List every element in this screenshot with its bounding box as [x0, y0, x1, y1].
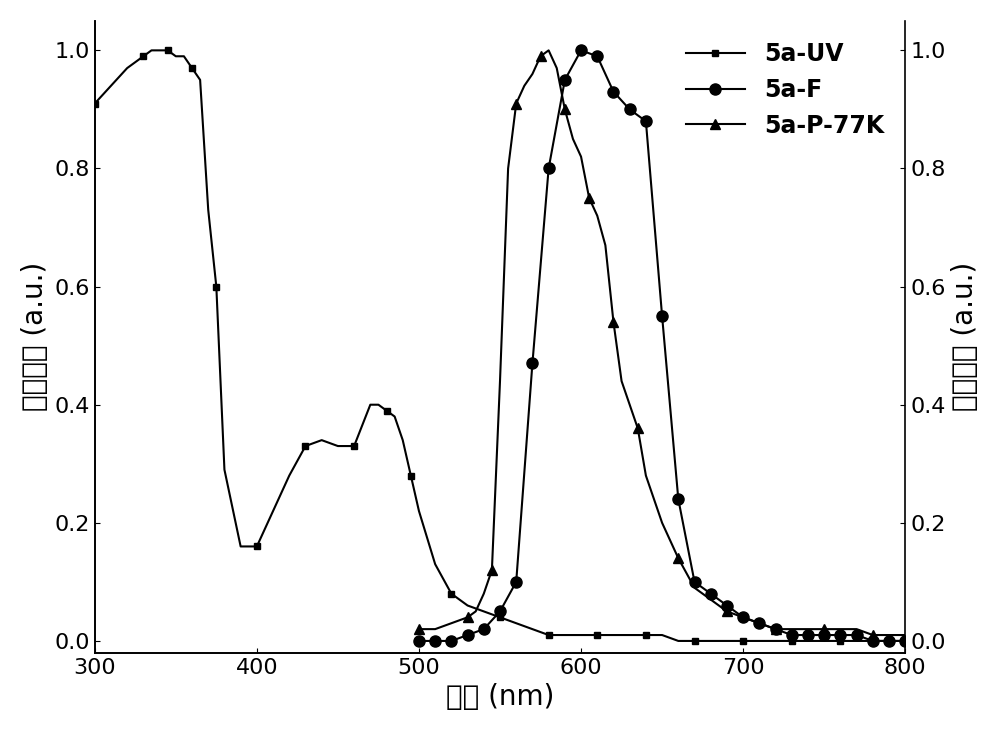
5a-F — [770, 624, 782, 633]
5a-F — [429, 637, 441, 646]
Line: 5a-F: 5a-F — [413, 45, 911, 646]
5a-P-77K — [551, 64, 563, 72]
5a-P-77K — [591, 212, 603, 220]
5a-F — [494, 607, 506, 616]
5a-P-77K — [575, 152, 587, 161]
Line: 5a-P-77K: 5a-P-77K — [414, 45, 910, 640]
5a-F — [818, 631, 830, 640]
5a-P-77K — [502, 164, 514, 173]
5a-UV — [672, 637, 684, 646]
5a-P-77K — [770, 624, 782, 633]
5a-P-77K — [486, 566, 498, 575]
5a-F — [559, 75, 571, 84]
5a-P-77K — [494, 377, 506, 386]
5a-UV — [170, 52, 182, 61]
5a-P-77K — [672, 554, 684, 563]
5a-UV — [656, 631, 668, 640]
5a-F — [656, 312, 668, 321]
5a-F — [591, 52, 603, 61]
5a-P-77K — [478, 589, 490, 598]
5a-F — [575, 46, 587, 55]
5a-F — [689, 578, 701, 586]
5a-P-77K — [624, 400, 636, 409]
5a-F — [721, 601, 733, 610]
5a-P-77K — [535, 52, 547, 61]
5a-UV — [194, 75, 206, 84]
5a-F — [543, 164, 555, 173]
5a-P-77K — [599, 241, 611, 250]
5a-P-77K — [689, 583, 701, 592]
Y-axis label: 吸收强度 (a.u.): 吸收强度 (a.u.) — [21, 262, 49, 411]
5a-P-77K — [616, 377, 628, 386]
5a-F — [640, 117, 652, 126]
5a-F — [607, 87, 619, 96]
5a-F — [413, 637, 425, 646]
5a-P-77K — [510, 99, 522, 108]
5a-F — [478, 624, 490, 633]
5a-F — [883, 637, 895, 646]
5a-P-77K — [753, 619, 765, 627]
5a-F — [526, 359, 538, 367]
5a-P-77K — [656, 518, 668, 527]
5a-F — [705, 589, 717, 598]
5a-UV — [145, 46, 157, 55]
5a-P-77K — [851, 624, 863, 633]
5a-UV — [121, 64, 133, 72]
5a-P-77K — [737, 613, 749, 621]
5a-F — [753, 619, 765, 627]
5a-P-77K — [583, 194, 595, 203]
5a-P-77K — [543, 46, 555, 55]
5a-F — [786, 631, 798, 640]
5a-P-77K — [559, 105, 571, 113]
5a-P-77K — [721, 607, 733, 616]
5a-UV — [462, 601, 474, 610]
5a-F — [867, 637, 879, 646]
5a-P-77K — [834, 624, 846, 633]
5a-P-77K — [429, 624, 441, 633]
Line: 5a-UV: 5a-UV — [91, 47, 909, 644]
5a-F — [624, 105, 636, 113]
5a-F — [737, 613, 749, 621]
5a-UV — [89, 99, 101, 108]
5a-P-77K — [867, 631, 879, 640]
5a-F — [672, 495, 684, 504]
5a-F — [834, 631, 846, 640]
5a-P-77K — [640, 471, 652, 480]
5a-UV — [899, 637, 911, 646]
5a-F — [802, 631, 814, 640]
5a-F — [462, 631, 474, 640]
5a-P-77K — [607, 318, 619, 326]
5a-F — [851, 631, 863, 640]
5a-P-77K — [413, 624, 425, 633]
5a-P-77K — [786, 624, 798, 633]
5a-UV — [267, 507, 279, 515]
5a-P-77K — [802, 624, 814, 633]
5a-P-77K — [470, 607, 482, 616]
5a-F — [445, 637, 457, 646]
5a-F — [510, 578, 522, 586]
5a-P-77K — [526, 70, 538, 78]
5a-P-77K — [462, 613, 474, 621]
5a-P-77K — [705, 595, 717, 604]
Legend: 5a-UV, 5a-F, 5a-P-77K: 5a-UV, 5a-F, 5a-P-77K — [676, 33, 893, 147]
5a-P-77K — [818, 624, 830, 633]
5a-P-77K — [632, 424, 644, 433]
5a-P-77K — [899, 631, 911, 640]
5a-P-77K — [567, 135, 579, 143]
X-axis label: 波长 (nm): 波长 (nm) — [446, 683, 554, 712]
Y-axis label: 发光强度 (a.u.): 发光强度 (a.u.) — [951, 262, 979, 411]
5a-F — [899, 637, 911, 646]
5a-P-77K — [883, 631, 895, 640]
5a-P-77K — [518, 81, 530, 90]
5a-P-77K — [445, 619, 457, 627]
